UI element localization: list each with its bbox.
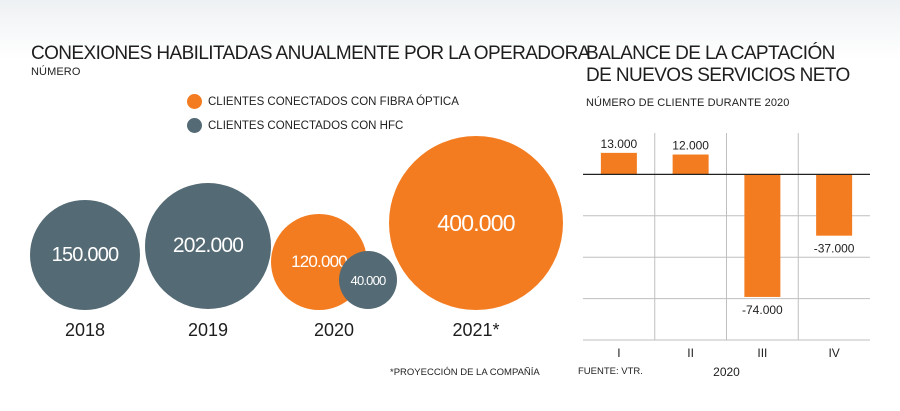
x-tick-label: IV <box>828 346 839 360</box>
year-label-2019: 2019 <box>187 320 229 340</box>
right-chart-subtitle: NÚMERO DE CLIENTE DURANTE 2020 <box>586 97 790 109</box>
legend-item-fiber: CLIENTES CONECTADOS CON FIBRA ÓPTICA <box>187 94 459 109</box>
year-label-2018: 2018 <box>64 320 106 340</box>
bar-value-label: -74.000 <box>742 303 783 317</box>
x-axis-title: 2020 <box>713 365 740 379</box>
legend-fiber-label: CLIENTES CONECTADOS CON FIBRA ÓPTICA <box>208 95 459 108</box>
bar-III <box>744 174 781 297</box>
source-note: FUENTE: VTR. <box>578 366 643 377</box>
x-tick-label: I <box>617 346 620 360</box>
bubble-2018-hfc: 150.000 <box>30 200 140 310</box>
bar-II <box>672 154 709 175</box>
bubble-2019-hfc: 202.000 <box>145 183 271 309</box>
footnote: *PROYECCIÓN DE LA COMPAÑÍA <box>390 367 540 378</box>
legend-hfc-label: CLIENTES CONECTADOS CON HFC <box>208 119 404 132</box>
bar-value-label: -37.000 <box>814 242 855 256</box>
x-tick-label: III <box>757 346 767 360</box>
legend-item-hfc: CLIENTES CONECTADOS CON HFC <box>187 118 403 133</box>
x-tick-label: II <box>687 346 694 360</box>
bubble-2020-hfc: 40.000 <box>339 251 397 309</box>
bar-value-label: 13.000 <box>601 137 638 151</box>
bar-value-label: 12.000 <box>672 139 709 153</box>
bubble-2021-fiber: 400.000 <box>389 136 563 310</box>
bar-I <box>600 152 637 175</box>
year-label-2021: 2021* <box>452 320 500 340</box>
left-chart-subtitle: NÚMERO <box>31 66 81 78</box>
right-chart-title-line2: DE NUEVOS SERVICIOS NETO <box>586 65 850 86</box>
legend-hfc-swatch <box>187 118 202 133</box>
left-chart-title: CONEXIONES HABILITADAS ANUALMENTE POR LA… <box>31 43 590 64</box>
bar-IV <box>816 174 853 236</box>
legend-fiber-swatch <box>187 94 202 109</box>
year-label-2020: 2020 <box>313 320 355 340</box>
right-chart-title-line1: BALANCE DE LA CAPTACIÓN <box>586 43 835 64</box>
